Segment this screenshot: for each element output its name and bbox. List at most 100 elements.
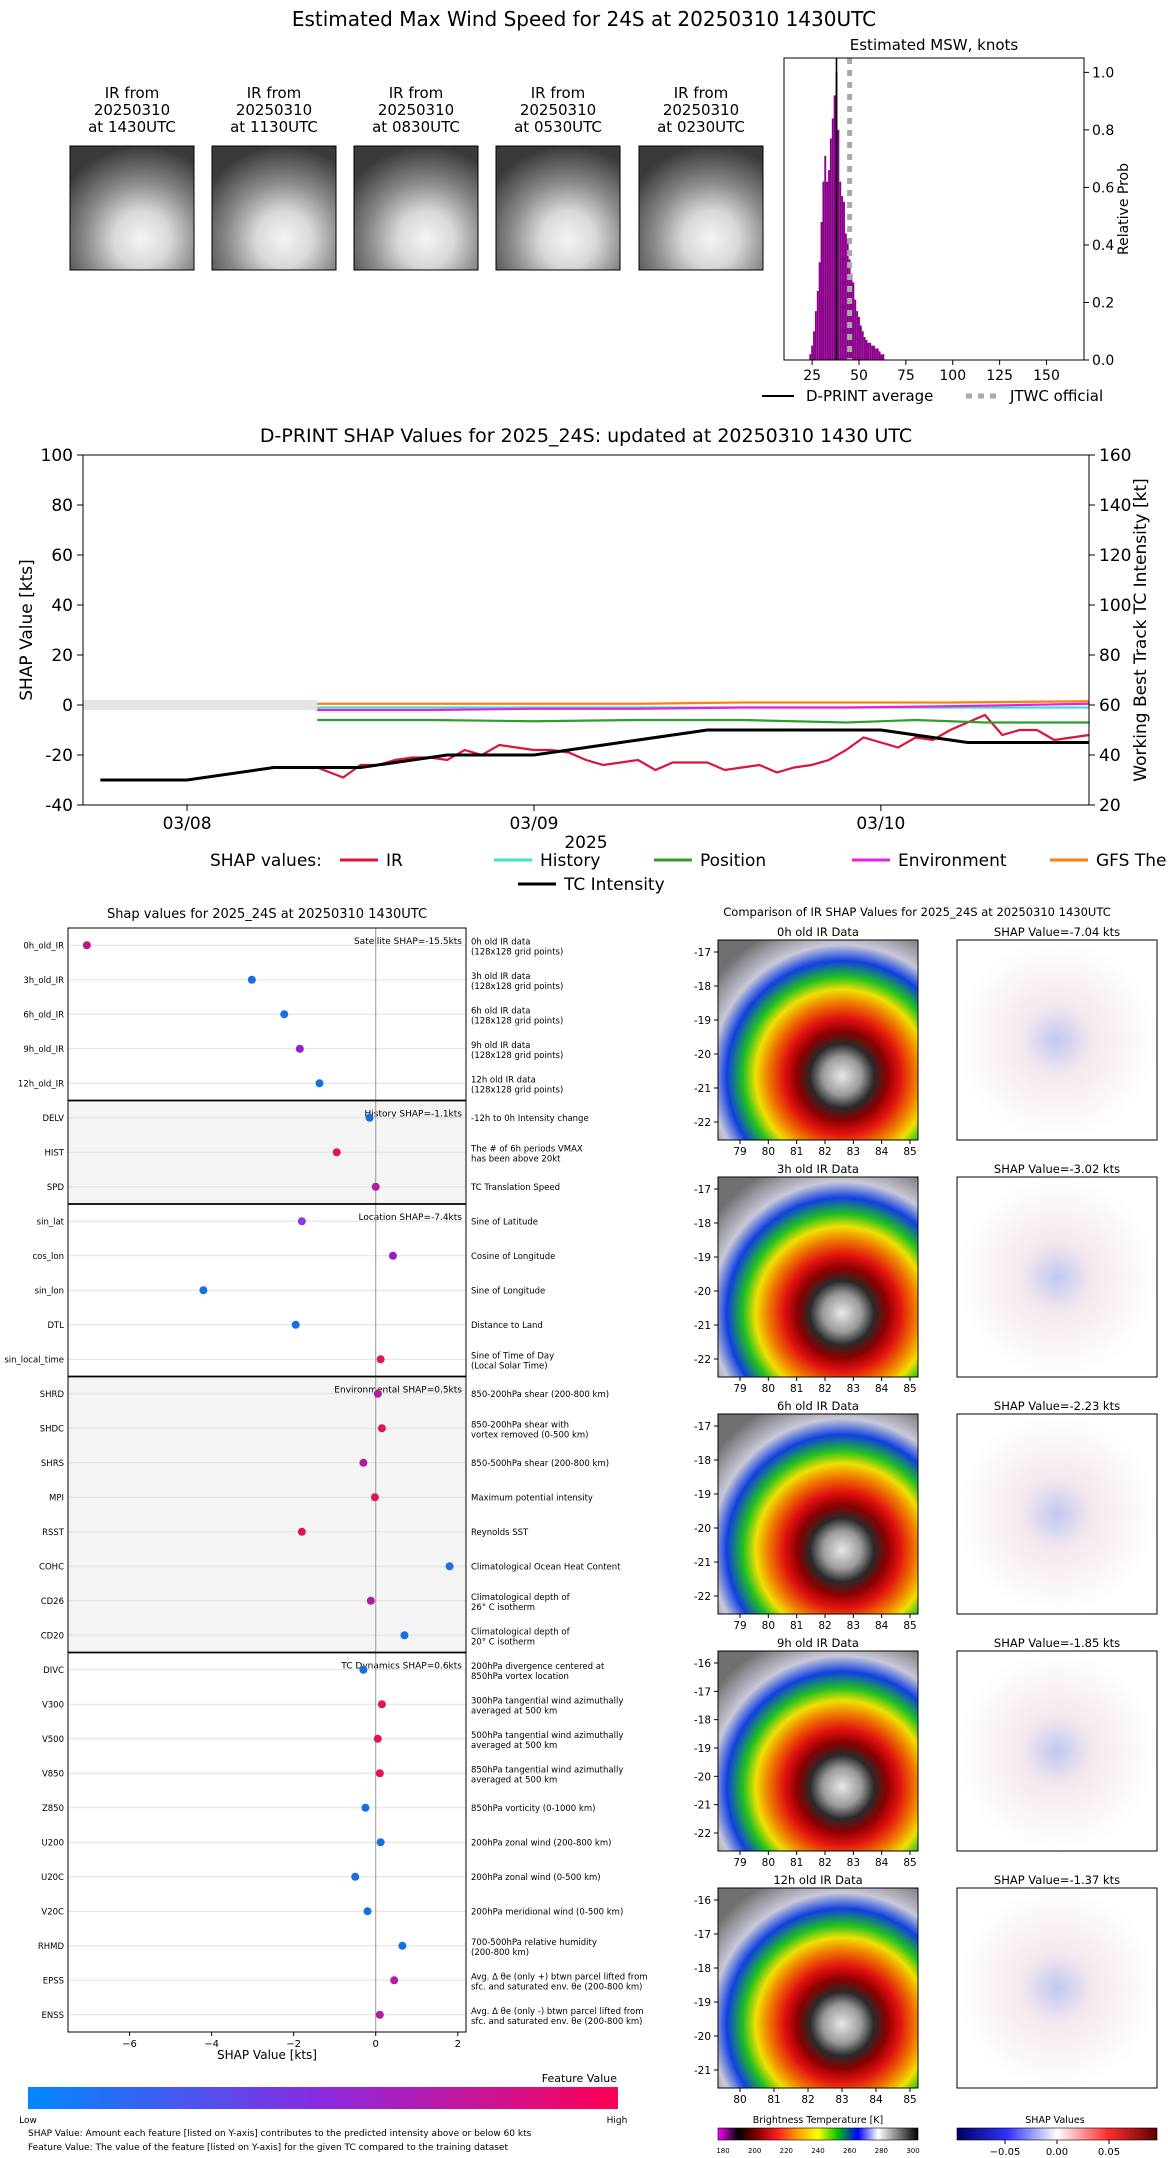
feature-desc: 20° C isotherm: [471, 1637, 535, 1647]
ir-thumbnail-row: IR from 20250310 at 1430UTC IR from 2025…: [69, 84, 764, 271]
shap-point: [291, 1320, 300, 1329]
feature-desc: averaged at 500 km: [471, 1706, 557, 1716]
feature-desc: (200-800 km): [471, 1948, 529, 1958]
ir-thumb-image: [69, 145, 195, 271]
legend-label: Environment: [898, 851, 1007, 871]
feature-desc: Cosine of Longitude: [471, 1252, 555, 1262]
y-tick-label: -22: [694, 1354, 711, 1366]
feature-desc: 500hPa tangential wind azimuthally: [471, 1731, 623, 1741]
ir-thumbnail: IR from 20250310 at 0830UTC: [353, 84, 479, 271]
histogram-bar: [874, 348, 877, 360]
ir-thumb-title-2: 20250310: [378, 101, 454, 119]
feature-name: DELV: [42, 1114, 64, 1124]
bt-colorbar-bar: [717, 2127, 919, 2141]
histogram-bar: [869, 342, 872, 360]
feature-desc: 0h old IR data: [471, 937, 530, 947]
shap-point: [373, 1734, 382, 1743]
y-axis-label: Relative Prob: [1116, 163, 1132, 255]
y-tick-label: -40: [45, 796, 73, 816]
shap-feature-chart: Shap values for 2025_24S at 20250310 143…: [4, 907, 647, 2062]
y-tick-label: -18: [694, 1963, 711, 1975]
x-tick-label: 80: [762, 1620, 775, 1632]
sv-tick-label: 0.05: [1098, 2147, 1120, 2158]
shap-point: [247, 975, 256, 984]
ir-thumb-title-2: 20250310: [236, 101, 312, 119]
feature-name: MPI: [49, 1493, 64, 1503]
group-label: TC Dynamics SHAP=0.6kts: [340, 1662, 462, 1672]
feature-colorbar-high: High: [607, 2116, 628, 2126]
feature-desc: Sine of Longitude: [471, 1286, 545, 1296]
group-label: Location SHAP=-7.4kts: [358, 1213, 462, 1223]
feature-desc: The # of 6h periods VMAX: [470, 1144, 583, 1154]
histogram-bar: [820, 221, 823, 360]
x-tick-label: 85: [903, 1146, 916, 1158]
feature-desc: Distance to Land: [471, 1321, 543, 1331]
feature-desc: 26° C isotherm: [471, 1603, 535, 1613]
y-tick-label: 100: [41, 446, 73, 466]
shap-image: [956, 1413, 1158, 1615]
ir-thumb-title-1: IR from: [674, 84, 729, 102]
feature-name: EPSS: [43, 1976, 64, 1986]
feature-name: DTL: [48, 1321, 65, 1331]
y-tick-label: 60: [51, 546, 73, 566]
shap-point: [199, 1286, 208, 1295]
histogram-bar: [850, 273, 853, 360]
ir-thumb-title-1: IR from: [531, 84, 586, 102]
shap-timeseries: D-PRINT SHAP Values for 2025_24S: update…: [17, 425, 1168, 895]
y2-tick-label: 140: [1099, 496, 1131, 516]
feature-desc: Sine of Latitude: [471, 1217, 538, 1227]
feature-desc: Sine of Time of Day: [471, 1351, 554, 1361]
ir-image: [717, 939, 919, 1141]
ir-shap-comparison: Comparison of IR SHAP Values for 2025_24…: [694, 905, 1158, 2106]
histogram-bar: [826, 181, 829, 360]
shap-point: [366, 1596, 375, 1605]
ir-thumbnail: IR from 20250310 at 1130UTC: [211, 84, 337, 271]
legend-label-dprint: D-PRINT average: [806, 387, 933, 405]
shap-point: [82, 941, 91, 950]
ir-thumb-title-1: IR from: [247, 84, 302, 102]
x-tick-label: 03/10: [856, 814, 905, 834]
timeseries-frame: [82, 454, 1090, 806]
histogram-bar: [859, 325, 862, 360]
feature-name: U200: [42, 1838, 64, 1848]
legend-label: Position: [700, 851, 766, 871]
shap-point: [280, 1010, 289, 1019]
histogram-bar: [873, 345, 875, 360]
comparison-title: Comparison of IR SHAP Values for 2025_24…: [723, 905, 1110, 919]
feature-name: ENSS: [41, 2011, 64, 2021]
y2-tick-label: 160: [1099, 446, 1131, 466]
legend-label: History: [540, 851, 600, 871]
x-tick-label: −6: [122, 2039, 137, 2050]
ir-thumb-title-2: 20250310: [520, 101, 596, 119]
shap-point: [445, 1562, 454, 1571]
feature-desc: 850-200hPa shear (200-800 km): [471, 1390, 609, 1400]
histogram-bar: [843, 201, 845, 360]
ir-panel-title: 3h old IR Data: [777, 1162, 859, 1176]
x-tick-label: 80: [733, 2094, 746, 2106]
histogram-bar: [824, 155, 827, 360]
histogram-bar: [871, 345, 874, 360]
legend-label: IR: [386, 851, 403, 871]
group-label: Satellite SHAP=-15.5kts: [354, 937, 462, 947]
ir-thumb-title-2: 20250310: [663, 101, 739, 119]
y-tick-label: -21: [694, 1800, 711, 1812]
feature-desc: 850hPa tangential wind azimuthally: [471, 1765, 623, 1775]
histogram-bar: [809, 354, 812, 360]
shap-point: [390, 1976, 399, 1985]
missing-data-band: [83, 700, 318, 710]
series-line-environment: [317, 702, 1090, 712]
ir-image: [717, 1887, 919, 2089]
x-axis-label: SHAP Value [kts]: [217, 2048, 317, 2062]
y-tick-label: -19: [694, 1489, 711, 1501]
histogram-bar: [837, 129, 840, 360]
y-tick-label: 1.0: [1092, 65, 1114, 81]
histogram-bar: [811, 345, 814, 360]
x-tick-label: 03/09: [509, 814, 558, 834]
series-line-position: [317, 718, 1089, 724]
histogram-bar: [852, 282, 855, 360]
x-tick-label: 79: [733, 1620, 746, 1632]
feature-name: 6h_old_IR: [23, 1010, 64, 1020]
histogram-bar: [828, 170, 830, 360]
shap-point: [365, 1113, 374, 1122]
legend-title: SHAP values:: [210, 851, 322, 871]
